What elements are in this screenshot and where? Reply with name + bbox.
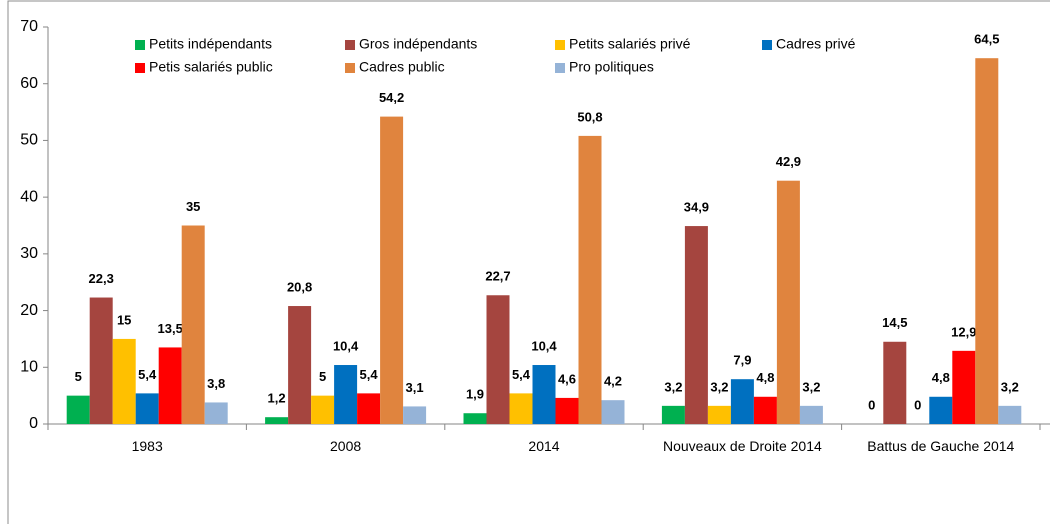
value-label: 4,2 <box>604 374 622 389</box>
bar <box>357 393 381 424</box>
value-label: 5,4 <box>360 367 379 382</box>
value-label: 22,7 <box>485 269 510 284</box>
value-label: 50,8 <box>577 109 602 124</box>
value-label: 4,8 <box>932 370 950 385</box>
legend-label: Pro politiques <box>569 59 654 75</box>
x-tick-label: Nouveaux de Droite 2014 <box>663 438 822 454</box>
value-label: 4,8 <box>756 370 774 385</box>
bar <box>753 396 777 424</box>
bar <box>380 116 404 424</box>
value-label: 12,9 <box>951 324 976 339</box>
x-tick-label: 2014 <box>528 438 560 454</box>
legend-swatch <box>345 40 355 50</box>
bar <box>998 405 1022 424</box>
value-label: 54,2 <box>379 90 404 105</box>
bar <box>334 365 358 424</box>
bar <box>883 341 907 424</box>
legend-label: Cadres public <box>359 59 445 75</box>
value-label: 1,9 <box>466 387 484 402</box>
legend-swatch <box>762 40 772 50</box>
value-label: 5 <box>75 369 82 384</box>
value-label: 3,2 <box>1001 379 1019 394</box>
bar <box>661 405 685 424</box>
bar <box>288 306 312 424</box>
bar <box>684 226 708 424</box>
legend-swatch <box>135 40 145 50</box>
value-label: 3,8 <box>207 376 225 391</box>
y-tick-label: 30 <box>20 245 38 262</box>
bar <box>486 295 510 424</box>
legend-label: Cadres privé <box>776 36 856 52</box>
bar <box>707 405 731 424</box>
value-label: 7,9 <box>733 353 751 368</box>
bar <box>112 338 136 424</box>
bar <box>66 395 90 424</box>
value-label: 20,8 <box>287 279 312 294</box>
value-label: 22,3 <box>89 271 114 286</box>
value-label: 5 <box>319 369 326 384</box>
value-label: 5,4 <box>512 367 531 382</box>
bar <box>89 297 113 424</box>
value-label: 3,2 <box>664 379 682 394</box>
chart-frame <box>7 0 1050 524</box>
x-tick-label: Battus de Gauche 2014 <box>867 438 1015 454</box>
value-label: 34,9 <box>684 200 709 215</box>
bar <box>311 395 335 424</box>
bar <box>555 397 579 424</box>
y-tick-label: 10 <box>20 359 38 376</box>
bar <box>952 350 976 424</box>
legend-label: Gros indépendants <box>359 36 477 52</box>
bar <box>799 405 823 424</box>
bar <box>135 393 159 424</box>
bar <box>265 417 289 424</box>
value-label: 10,4 <box>333 338 359 353</box>
value-label: 13,5 <box>158 321 183 336</box>
value-label: 35 <box>186 199 200 214</box>
x-tick-label: 2008 <box>330 438 362 454</box>
y-tick-label: 60 <box>20 75 38 92</box>
bar <box>532 365 556 424</box>
value-label: 1,2 <box>268 391 286 406</box>
bar <box>601 400 625 424</box>
value-label: 3,2 <box>710 379 728 394</box>
legend-swatch <box>345 63 355 73</box>
legend-label: Petis salariés public <box>149 59 273 75</box>
legend-swatch <box>555 63 565 73</box>
bar <box>204 402 228 424</box>
value-label: 0 <box>868 397 875 412</box>
y-tick-label: 70 <box>20 18 38 35</box>
bar <box>730 379 754 424</box>
bar <box>975 58 999 424</box>
value-label: 42,9 <box>776 154 801 169</box>
bar <box>158 347 182 424</box>
value-label: 5,4 <box>138 367 157 382</box>
value-label: 3,2 <box>802 379 820 394</box>
value-label: 4,6 <box>558 371 576 386</box>
x-tick-label: 1983 <box>131 438 163 454</box>
value-label: 14,5 <box>882 315 907 330</box>
value-label: 64,5 <box>974 32 999 47</box>
legend-swatch <box>135 63 145 73</box>
value-label: 15 <box>117 312 131 327</box>
bar <box>929 396 953 424</box>
bar <box>403 406 427 424</box>
bar <box>509 393 533 424</box>
bar <box>463 413 487 424</box>
bar <box>776 180 800 424</box>
bar <box>181 225 205 424</box>
legend-label: Petits indépendants <box>149 36 272 52</box>
value-label: 0 <box>914 397 921 412</box>
y-tick-label: 50 <box>20 132 38 149</box>
value-label: 3,1 <box>406 380 424 395</box>
value-label: 10,4 <box>531 338 557 353</box>
y-tick-label: 20 <box>20 302 38 319</box>
y-tick-label: 40 <box>20 188 38 205</box>
legend-swatch <box>555 40 565 50</box>
legend-label: Petits salariés privé <box>569 36 691 52</box>
bar <box>578 135 602 425</box>
y-tick-label: 0 <box>29 415 38 432</box>
